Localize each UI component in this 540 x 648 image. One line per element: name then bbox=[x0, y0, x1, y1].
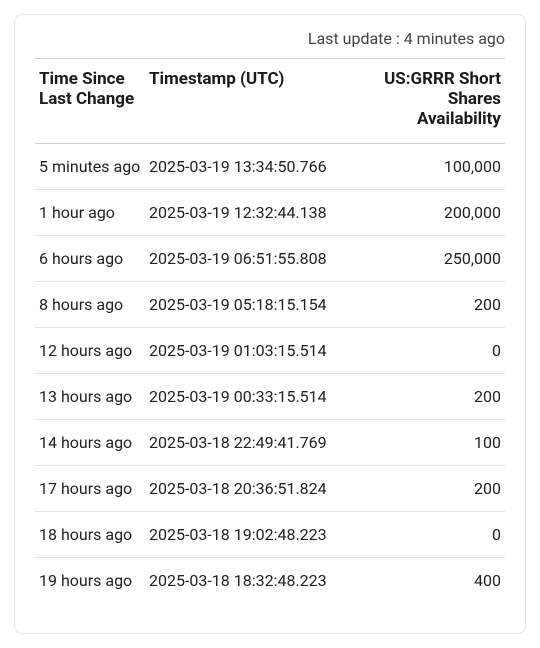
column-header-availability: US:GRRR Short Shares Availability bbox=[365, 59, 505, 144]
table-row: 13 hours ago2025-03-19 00:33:15.514200 bbox=[35, 374, 505, 420]
cell-time-since: 12 hours ago bbox=[35, 328, 145, 374]
cell-time-since: 6 hours ago bbox=[35, 236, 145, 282]
table-row: 17 hours ago2025-03-18 20:36:51.824200 bbox=[35, 466, 505, 512]
cell-timestamp: 2025-03-18 20:36:51.824 bbox=[145, 466, 365, 512]
cell-time-since: 14 hours ago bbox=[35, 420, 145, 466]
cell-availability: 100 bbox=[365, 420, 505, 466]
table-row: 18 hours ago2025-03-18 19:02:48.2230 bbox=[35, 512, 505, 558]
cell-timestamp: 2025-03-19 13:34:50.766 bbox=[145, 144, 365, 190]
cell-availability: 200 bbox=[365, 282, 505, 328]
cell-availability: 200,000 bbox=[365, 190, 505, 236]
cell-time-since: 1 hour ago bbox=[35, 190, 145, 236]
cell-availability: 0 bbox=[365, 328, 505, 374]
cell-time-since: 5 minutes ago bbox=[35, 144, 145, 190]
cell-time-since: 19 hours ago bbox=[35, 558, 145, 604]
cell-timestamp: 2025-03-19 05:18:15.154 bbox=[145, 282, 365, 328]
cell-time-since: 18 hours ago bbox=[35, 512, 145, 558]
cell-timestamp: 2025-03-18 22:49:41.769 bbox=[145, 420, 365, 466]
column-header-time-since: Time Since Last Change bbox=[35, 59, 145, 144]
column-header-timestamp: Timestamp (UTC) bbox=[145, 59, 365, 144]
cell-availability: 200 bbox=[365, 374, 505, 420]
table-row: 19 hours ago2025-03-18 18:32:48.223400 bbox=[35, 558, 505, 604]
cell-time-since: 13 hours ago bbox=[35, 374, 145, 420]
table-row: 5 minutes ago2025-03-19 13:34:50.766100,… bbox=[35, 144, 505, 190]
cell-timestamp: 2025-03-19 00:33:15.514 bbox=[145, 374, 365, 420]
cell-availability: 200 bbox=[365, 466, 505, 512]
cell-availability: 400 bbox=[365, 558, 505, 604]
table-header-row: Time Since Last Change Timestamp (UTC) U… bbox=[35, 59, 505, 144]
cell-timestamp: 2025-03-19 06:51:55.808 bbox=[145, 236, 365, 282]
cell-timestamp: 2025-03-19 12:32:44.138 bbox=[145, 190, 365, 236]
cell-timestamp: 2025-03-18 19:02:48.223 bbox=[145, 512, 365, 558]
table-row: 12 hours ago2025-03-19 01:03:15.5140 bbox=[35, 328, 505, 374]
cell-timestamp: 2025-03-18 18:32:48.223 bbox=[145, 558, 365, 604]
table-row: 6 hours ago2025-03-19 06:51:55.808250,00… bbox=[35, 236, 505, 282]
cell-availability: 100,000 bbox=[365, 144, 505, 190]
cell-timestamp: 2025-03-19 01:03:15.514 bbox=[145, 328, 365, 374]
cell-availability: 0 bbox=[365, 512, 505, 558]
cell-time-since: 8 hours ago bbox=[35, 282, 145, 328]
table-row: 8 hours ago2025-03-19 05:18:15.154200 bbox=[35, 282, 505, 328]
short-shares-card: Last update : 4 minutes ago Time Since L… bbox=[14, 14, 526, 634]
cell-time-since: 17 hours ago bbox=[35, 466, 145, 512]
short-shares-table: Time Since Last Change Timestamp (UTC) U… bbox=[35, 58, 505, 603]
table-row: 1 hour ago2025-03-19 12:32:44.138200,000 bbox=[35, 190, 505, 236]
last-update-text: Last update : 4 minutes ago bbox=[35, 23, 505, 58]
cell-availability: 250,000 bbox=[365, 236, 505, 282]
table-row: 14 hours ago2025-03-18 22:49:41.769100 bbox=[35, 420, 505, 466]
